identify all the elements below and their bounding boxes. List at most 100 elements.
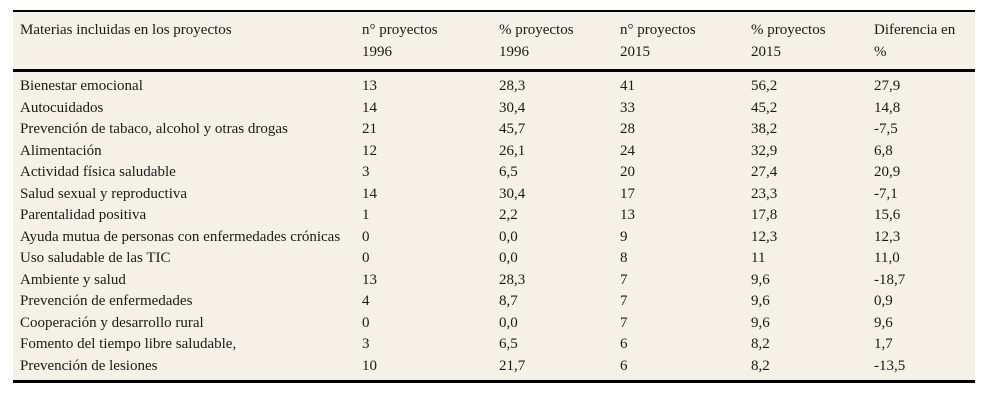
materia-cell: Parentalidad positiva: [20, 207, 147, 223]
pct-2015-cell: 11: [751, 250, 766, 266]
pct-1996-cell: 30,4: [499, 185, 526, 202]
header-line: 2015: [751, 43, 781, 60]
n-1996-cell: 0: [362, 228, 370, 245]
materia-cell: Autocuidados: [20, 99, 104, 116]
materia-cell: Bienestar emocional: [20, 78, 143, 94]
n-1996-cell: 13: [362, 78, 377, 94]
col-header-pct-proyectos-2015: % proyectos 2015: [751, 11, 874, 72]
header-row: Materias incluidas en los proyectos n° p…: [13, 11, 975, 72]
header-line: n° proyectos: [362, 22, 438, 38]
diferencia-cell: -18,7: [874, 271, 906, 288]
pct-1996-cell: 0,0: [499, 250, 518, 266]
pct-1996-cell: 45,7: [499, 121, 526, 137]
n-2015-cell: 7: [620, 293, 628, 309]
n-2015-cell: 28: [620, 121, 635, 137]
n-2015-cell: 8: [620, 250, 628, 266]
col-header-materias: Materias incluidas en los proyectos: [13, 11, 362, 72]
pct-2015-cell: 56,2: [751, 78, 778, 94]
n-1996-cell: 0: [362, 314, 370, 331]
pct-2015-cell: 45,2: [751, 99, 778, 116]
n-1996-cell: 14: [362, 185, 377, 202]
col-header-n-proyectos-1996: n° proyectos 1996: [362, 11, 499, 72]
header-line: Diferencia en: [874, 22, 956, 38]
header-line: 1996: [362, 43, 392, 60]
pct-2015-cell: 17,8: [751, 207, 778, 223]
pct-1996-cell: 28,3: [499, 78, 526, 94]
n-2015-cell: 6: [620, 336, 628, 352]
pct-2015-cell: 9,6: [751, 314, 770, 331]
n-1996-cell: 12: [362, 142, 377, 159]
n-1996-cell: 10: [362, 357, 377, 374]
n-1996-cell: 14: [362, 99, 377, 116]
header-line: Materias incluidas en los proyectos: [20, 22, 232, 38]
table-row: Ayuda mutua de personas con enfermedades…: [13, 227, 975, 249]
paper-table-region: Materias incluidas en los proyectos n° p…: [13, 10, 975, 383]
pct-1996-cell: 0,0: [499, 314, 518, 331]
table-row: Fomento del tiempo libre saludable, 3 6,…: [13, 334, 975, 356]
materia-cell: Prevención de tabaco, alcohol y otras dr…: [20, 121, 288, 137]
diferencia-cell: 6,8: [874, 142, 893, 159]
n-2015-cell: 9: [620, 228, 628, 245]
n-2015-cell: 41: [620, 78, 635, 94]
col-header-pct-proyectos-1996: % proyectos 1996: [499, 11, 620, 72]
pct-2015-cell: 8,2: [751, 357, 770, 374]
header-line: 2015: [620, 43, 650, 60]
n-1996-cell: 1: [362, 207, 370, 223]
materia-cell: Ambiente y salud: [20, 271, 126, 288]
table-row: Cooperación y desarrollo rural 0 0,0 7 9…: [13, 313, 975, 335]
table-row: Prevención de lesiones 10 21,7 6 8,2 -13…: [13, 356, 975, 382]
n-2015-cell: 17: [620, 185, 635, 202]
pct-2015-cell: 8,2: [751, 336, 770, 352]
n-2015-cell: 6: [620, 357, 628, 374]
table-header: Materias incluidas en los proyectos n° p…: [13, 11, 975, 72]
diferencia-cell: -7,1: [874, 185, 898, 202]
diferencia-cell: 14,8: [874, 99, 901, 116]
pct-2015-cell: 38,2: [751, 121, 778, 137]
col-header-diferencia: Diferencia en %: [874, 11, 975, 72]
materias-proyectos-table: Materias incluidas en los proyectos n° p…: [13, 10, 975, 383]
n-2015-cell: 7: [620, 314, 628, 331]
materia-cell: Fomento del tiempo libre saludable,: [20, 336, 237, 352]
diferencia-cell: 1,7: [874, 336, 893, 352]
diferencia-cell: 0,9: [874, 293, 893, 309]
n-2015-cell: 33: [620, 99, 635, 116]
pct-1996-cell: 21,7: [499, 357, 526, 374]
materia-cell: Alimentación: [20, 142, 102, 159]
diferencia-cell: 12,3: [874, 228, 901, 245]
pct-1996-cell: 28,3: [499, 271, 526, 288]
table-row: Prevención de enfermedades 4 8,7 7 9,6 0…: [13, 291, 975, 313]
pct-1996-cell: 26,1: [499, 142, 526, 159]
n-2015-cell: 24: [620, 142, 635, 159]
pct-2015-cell: 23,3: [751, 185, 778, 202]
n-2015-cell: 7: [620, 271, 628, 288]
table-row: Alimentación 12 26,1 24 32,9 6,8: [13, 141, 975, 163]
n-1996-cell: 4: [362, 293, 370, 309]
materia-cell: Actividad física saludable: [20, 164, 176, 180]
materia-cell: Cooperación y desarrollo rural: [20, 314, 204, 331]
col-header-n-proyectos-2015: n° proyectos 2015: [620, 11, 751, 72]
table-row: Prevención de tabaco, alcohol y otras dr…: [13, 119, 975, 141]
diferencia-cell: 27,9: [874, 78, 901, 94]
n-1996-cell: 3: [362, 164, 370, 180]
diferencia-cell: 11,0: [874, 250, 900, 266]
table-row: Ambiente y salud 13 28,3 7 9,6 -18,7: [13, 270, 975, 292]
pct-2015-cell: 9,6: [751, 293, 770, 309]
n-1996-cell: 21: [362, 121, 377, 137]
pct-1996-cell: 8,7: [499, 293, 518, 309]
header-line: %: [874, 43, 887, 60]
table-row: Actividad física saludable 3 6,5 20 27,4…: [13, 162, 975, 184]
pct-1996-cell: 2,2: [499, 207, 518, 223]
table-row: Autocuidados 14 30,4 33 45,2 14,8: [13, 98, 975, 120]
pct-2015-cell: 12,3: [751, 228, 778, 245]
header-line: 1996: [499, 43, 529, 60]
materia-cell: Ayuda mutua de personas con enfermedades…: [20, 228, 341, 245]
table-body: Bienestar emocional 13 28,3 41 56,2 27,9…: [13, 71, 975, 382]
n-2015-cell: 20: [620, 164, 635, 180]
n-1996-cell: 0: [362, 250, 370, 266]
pct-1996-cell: 6,5: [499, 164, 518, 180]
pct-2015-cell: 32,9: [751, 142, 778, 159]
pct-1996-cell: 30,4: [499, 99, 526, 116]
n-2015-cell: 13: [620, 207, 635, 223]
diferencia-cell: 15,6: [874, 207, 901, 223]
materia-cell: Uso saludable de las TIC: [20, 250, 171, 266]
